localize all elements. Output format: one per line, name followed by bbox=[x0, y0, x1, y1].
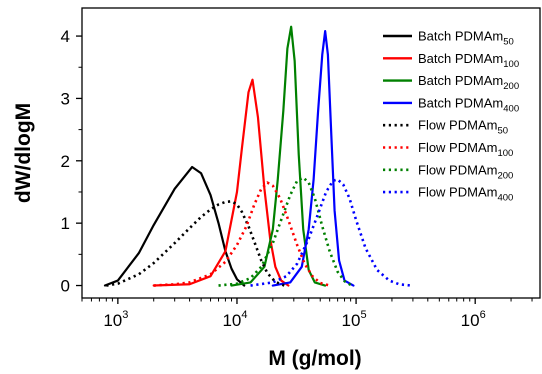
series-line-0 bbox=[103, 165, 246, 287]
x-axis: 103 104 105 106 bbox=[81, 298, 533, 330]
legend: Batch PDMAm50 Batch PDMAm100 Batch PDMAm20… bbox=[383, 29, 519, 204]
x-tick-label: 106 bbox=[461, 309, 486, 330]
x-tick-label: 103 bbox=[103, 309, 128, 330]
series-line-4 bbox=[106, 200, 285, 287]
plot-frame bbox=[81, 7, 541, 299]
series-line-2 bbox=[230, 25, 327, 287]
y-axis: 0 1 2 3 4 bbox=[61, 27, 82, 296]
x-tick-label: 104 bbox=[222, 309, 247, 330]
legend-label: Flow PDMAm400 bbox=[418, 185, 513, 204]
series-line-3 bbox=[271, 29, 355, 287]
legend-label: Flow PDMAm100 bbox=[418, 140, 513, 159]
series-line-1 bbox=[152, 78, 290, 287]
x-tick-label: 105 bbox=[342, 309, 367, 330]
y-axis-title: dW/dlogM bbox=[12, 103, 35, 203]
legend-label: Batch PDMAm100 bbox=[418, 51, 519, 70]
legend-label: Flow PDMAm200 bbox=[418, 162, 513, 181]
plot-lines bbox=[103, 25, 412, 287]
y-tick-label: 3 bbox=[61, 89, 70, 108]
series-line-5 bbox=[153, 181, 330, 287]
y-tick-label: 4 bbox=[61, 27, 70, 46]
series-line-6 bbox=[218, 176, 353, 287]
legend-label: Batch PDMAm400 bbox=[418, 95, 519, 114]
y-tick-label: 2 bbox=[61, 152, 70, 171]
y-tick-label: 0 bbox=[61, 277, 70, 296]
x-axis-title: M (g/mol) bbox=[268, 347, 361, 370]
series-line-7 bbox=[250, 178, 412, 287]
legend-label: Flow PDMAm50 bbox=[418, 118, 508, 137]
legend-label: Batch PDMAm200 bbox=[418, 73, 519, 92]
legend-label: Batch PDMAm50 bbox=[418, 29, 514, 48]
y-tick-label: 1 bbox=[61, 214, 70, 233]
